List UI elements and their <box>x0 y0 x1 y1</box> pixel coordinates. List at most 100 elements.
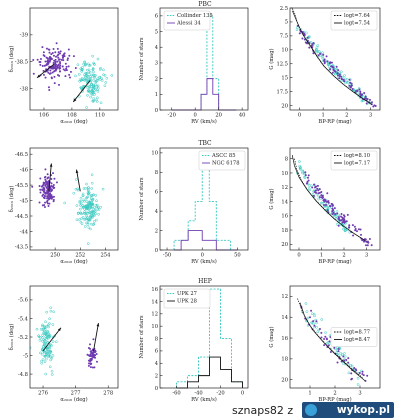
cmd-panel-ylabel: G (mag) <box>268 48 275 69</box>
rv-histogram-xtick-label: -20 <box>216 391 224 397</box>
star-point <box>53 82 56 85</box>
star-point <box>90 350 93 353</box>
star-point <box>87 77 91 81</box>
star-point <box>79 196 83 200</box>
cmd-panel-ytick-label: 15 <box>281 75 288 81</box>
star-point <box>69 70 72 73</box>
cmd-panel-frame <box>289 7 381 111</box>
star-point <box>80 222 84 226</box>
star-point <box>67 48 70 51</box>
star-point <box>95 218 98 222</box>
cmd-panel-ytick-label: 14 <box>281 199 288 205</box>
star-point <box>57 51 60 54</box>
cmd-panel-legend-box <box>330 327 378 347</box>
star-point <box>50 189 53 192</box>
star-point <box>45 357 48 361</box>
star-point <box>50 182 53 185</box>
star-point <box>46 173 49 176</box>
star-point <box>99 66 102 70</box>
star-point <box>41 333 44 337</box>
star-point <box>43 204 46 207</box>
star-point <box>41 188 44 191</box>
star-point <box>84 225 87 228</box>
star-point <box>50 344 53 347</box>
cmd-star <box>348 78 351 81</box>
star-point <box>66 57 69 60</box>
rv-histogram-ytick-label: 6 <box>155 14 158 20</box>
star-point <box>99 101 103 105</box>
row-title: PBC <box>198 1 212 8</box>
star-point <box>104 81 108 84</box>
star-point <box>41 64 44 67</box>
cmd-panel-xtick-label: 2 <box>342 253 345 259</box>
star-point <box>62 54 65 57</box>
cmd-star <box>318 50 321 53</box>
cmd-panel-legend-label: logt=7.17 <box>344 161 370 167</box>
cmd-star <box>362 374 365 377</box>
cmd-panel-legend-label: logt=8.10 <box>344 153 370 159</box>
watermark-bar: sznaps82 z wykop.pl <box>0 402 400 420</box>
cmd-star <box>327 344 330 347</box>
cmd-star <box>298 160 301 163</box>
star-point <box>46 340 49 344</box>
rv-histogram: -50 0 50 0 2 4 6 8 10 RV (km/s) Number of stars ASC… <box>139 147 249 265</box>
star-point <box>90 187 93 190</box>
cmd-star <box>330 65 333 68</box>
star-point <box>51 323 55 326</box>
cmd-star <box>313 190 316 193</box>
star-point <box>40 359 43 363</box>
cmd-star <box>326 60 329 63</box>
star-point <box>31 185 34 188</box>
cmd-panel-points <box>291 155 373 247</box>
rv-histogram-ytick-label: 8 <box>155 170 158 176</box>
cmd-panel-ytick-label: 18 <box>281 228 288 234</box>
cmd-panel-xtick-label: 3 <box>369 113 372 119</box>
rv-histogram-xtick-label: 20 <box>215 113 222 119</box>
proper-motion-arrow <box>42 327 62 352</box>
rv-histogram-ytick-label: 6 <box>155 349 158 355</box>
sky-panel-ytick-label: -38 <box>20 86 28 92</box>
cmd-star <box>305 319 309 322</box>
cmd-star <box>312 322 315 325</box>
star-point <box>50 195 53 198</box>
cmd-star <box>344 226 347 229</box>
cmd-star <box>336 361 339 364</box>
star-point <box>89 227 92 231</box>
cmd-star <box>307 174 310 177</box>
cmd-star <box>361 370 364 373</box>
star-point <box>53 59 56 62</box>
cmd-panel-xtick-label: 3 <box>358 391 361 397</box>
sky-panel-xtick-label: 252 <box>75 253 85 259</box>
proper-motion-arrowhead <box>49 163 53 167</box>
star-point <box>98 68 102 71</box>
star-point <box>75 218 79 222</box>
cmd-star <box>334 213 337 216</box>
cmd-star <box>298 32 301 35</box>
star-point <box>44 320 47 324</box>
star-point <box>75 204 79 207</box>
sky-panel-ytick-label: -4.8 <box>18 372 28 378</box>
cmd-star <box>303 176 307 179</box>
cmd-star <box>313 324 316 327</box>
cmd-star <box>334 68 337 71</box>
star-point <box>89 199 93 202</box>
cmd-panel-ytick-label: 10 <box>281 48 288 54</box>
star-point <box>86 74 89 78</box>
star-point <box>42 51 45 54</box>
cmd-star <box>311 192 315 196</box>
star-point <box>89 95 92 99</box>
star-point <box>53 186 56 189</box>
cmd-star <box>326 192 329 195</box>
sky-panel-ytick-label: -46 <box>20 167 28 173</box>
star-point <box>43 194 46 197</box>
star-point <box>49 192 52 195</box>
star-point <box>47 71 50 74</box>
star-point <box>91 89 95 93</box>
sky-panel-xlabel: α₂₀₁₆ (deg) <box>60 118 87 125</box>
cmd-star <box>324 335 327 338</box>
cmd-star <box>310 44 313 47</box>
star-point <box>41 324 44 328</box>
cmd-star <box>312 194 315 197</box>
cmd-star <box>304 302 308 305</box>
rv-histogram-ytick-label: 0 <box>155 386 158 392</box>
